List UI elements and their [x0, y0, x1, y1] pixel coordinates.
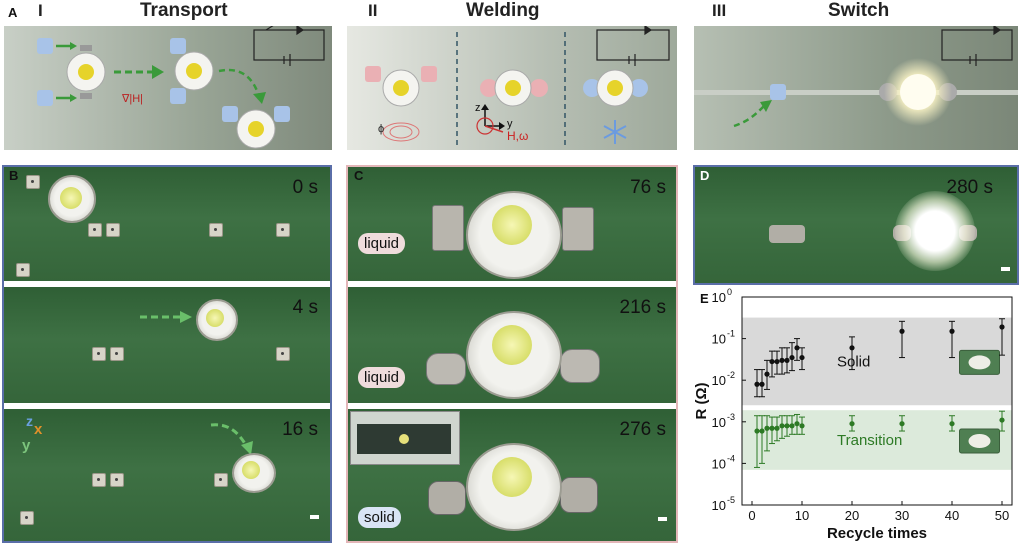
point-transition [789, 423, 795, 429]
plot-frame [741, 296, 1013, 506]
time-c-2: 276 s [619, 419, 666, 440]
band-label-transition: Transition [837, 432, 902, 449]
photo-b-4s: 4 s [4, 287, 330, 403]
photo-b-0s: 0 s [4, 167, 330, 281]
point-solid [949, 328, 955, 334]
state-c-2: solid [358, 507, 401, 528]
panel-d-frame [693, 165, 1019, 285]
inset-board [350, 411, 460, 465]
phi-label: ϕ [378, 123, 385, 135]
time-b-1: 4 s [292, 297, 318, 318]
ytick-exponent: -4 [727, 453, 735, 463]
axis-y-label: y [507, 118, 513, 130]
ytick-label: 10 [712, 415, 726, 430]
state-c-1: liquid [358, 367, 406, 388]
point-transition [849, 421, 855, 427]
xtick-label: 30 [895, 508, 909, 523]
band-label-solid: Solid [837, 353, 870, 370]
panel-letter-e: E [700, 291, 709, 306]
section-title-switch: Switch [828, 0, 890, 21]
time-c-0: 76 s [630, 177, 666, 198]
panel-letter-d: D [700, 168, 710, 183]
photo-c-276s: 276 s solid [348, 409, 676, 541]
panel-letter-b: B [9, 168, 19, 183]
point-transition [949, 421, 955, 427]
point-transition [999, 417, 1005, 423]
point-transition [799, 423, 805, 429]
point-transition [764, 425, 770, 431]
ytick-exponent: -3 [727, 412, 735, 422]
point-solid [779, 357, 785, 363]
xtick-label: 40 [945, 508, 959, 523]
point-transition [754, 428, 760, 434]
point-solid [774, 358, 780, 365]
point-transition [759, 428, 765, 434]
point-solid [764, 371, 770, 377]
welding-illustration [365, 26, 670, 146]
point-solid [754, 381, 760, 387]
point-solid [784, 357, 790, 363]
xtick-label: 50 [995, 508, 1009, 523]
axis-b-x: x [34, 421, 43, 438]
time-b-0: 0 s [292, 177, 318, 198]
x-axis-label: Recycle times [827, 525, 927, 542]
section-title-transport: Transport [140, 0, 228, 21]
axis-z-label: z [475, 102, 481, 114]
point-solid [769, 358, 775, 365]
band-thumb-led-solid [968, 355, 991, 370]
point-transition [899, 421, 905, 427]
ytick-exponent: -1 [727, 329, 735, 339]
point-transition [794, 421, 800, 427]
ytick-label: 10 [712, 373, 726, 388]
switch-illustration [694, 26, 1018, 128]
time-c-1: 216 s [619, 297, 666, 318]
y-axis-label: R (Ω) [693, 382, 710, 419]
time-b-2: 16 s [282, 419, 318, 440]
point-transition [769, 425, 775, 431]
time-d: 280 s [946, 177, 993, 198]
ytick-exponent: -5 [727, 495, 735, 505]
section-numeral-2: II [368, 1, 378, 20]
schematic-transport: ∇|H| [4, 26, 332, 150]
schematic-welding: ϕ z y H,ω [347, 26, 677, 150]
section-title-welding: Welding [466, 0, 540, 21]
transport-illustration [37, 26, 325, 149]
ytick-exponent: 0 [727, 287, 732, 297]
ytick-label: 10 [712, 290, 726, 305]
point-solid [849, 345, 855, 351]
ytick-label: 10 [712, 332, 726, 347]
axis-b-y: y [22, 437, 31, 454]
h-omega-label: H,ω [507, 129, 529, 143]
point-transition [784, 423, 790, 429]
axis-b-z: z [26, 413, 33, 429]
panel-letter-a: A [8, 5, 18, 20]
point-transition [779, 423, 785, 429]
grad-h-label: ∇|H| [122, 93, 144, 105]
point-solid [794, 345, 800, 351]
point-solid [759, 381, 765, 387]
section-numeral-1: I [38, 1, 43, 20]
photo-c-76s: 76 s liquid [348, 167, 676, 281]
point-transition [774, 425, 780, 431]
state-c-0: liquid [358, 233, 406, 254]
schematic-switch [694, 26, 1018, 150]
photo-d-280s: 280 s [695, 167, 1017, 283]
point-solid [789, 354, 795, 361]
band-thumb-led-transition [968, 434, 991, 449]
xtick-label: 10 [795, 508, 809, 523]
ytick-exponent: -2 [727, 370, 735, 380]
xtick-label: 0 [748, 508, 755, 523]
section-numeral-3: III [712, 1, 727, 20]
ytick-label: 10 [712, 456, 726, 471]
photo-b-16s: 16 s z x y [4, 409, 330, 541]
photo-c-216s: 216 s liquid [348, 287, 676, 403]
point-solid [799, 354, 805, 361]
point-solid [999, 324, 1005, 330]
point-solid [899, 328, 905, 334]
xtick-label: 20 [845, 508, 859, 523]
ytick-label: 10 [712, 498, 726, 513]
panel-letter-c: C [354, 168, 364, 183]
